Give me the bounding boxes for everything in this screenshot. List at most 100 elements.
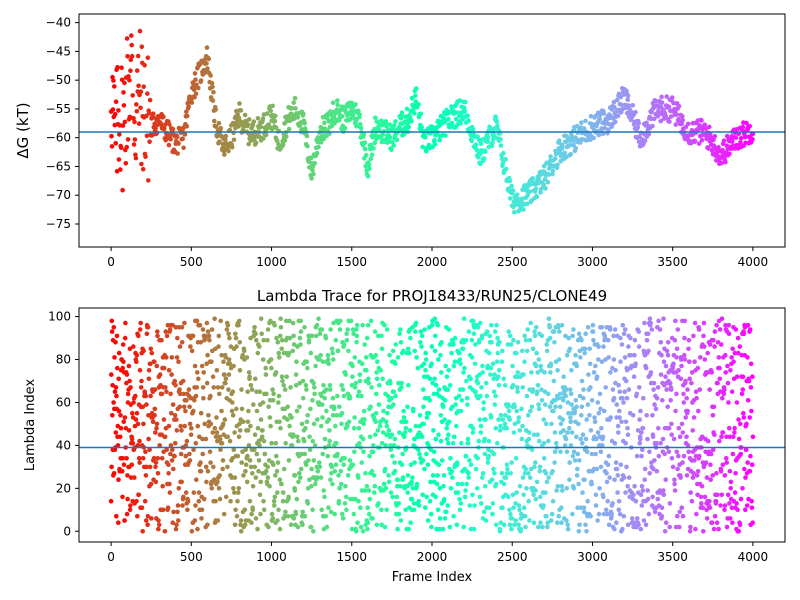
data-point (459, 440, 464, 446)
data-point (535, 432, 540, 438)
data-point (514, 374, 520, 380)
data-point (420, 492, 426, 498)
data-point (462, 109, 468, 114)
data-point (401, 348, 406, 354)
data-point (462, 494, 468, 500)
lambda-y-axis-label: Lambda Index (23, 379, 38, 472)
data-point (350, 462, 356, 468)
data-point (441, 473, 447, 478)
data-point (282, 387, 288, 392)
data-point (513, 518, 519, 523)
data-point (283, 440, 289, 446)
data-point (409, 95, 415, 101)
data-point (198, 410, 204, 416)
data-point (664, 387, 669, 392)
data-point (634, 453, 640, 459)
data-point (437, 516, 443, 521)
data-point (551, 408, 556, 414)
data-point (595, 400, 601, 405)
data-point (405, 490, 411, 495)
data-point (196, 490, 202, 495)
data-point (176, 141, 181, 146)
data-point (560, 143, 565, 149)
data-point (506, 329, 512, 334)
data-point (161, 365, 167, 371)
data-point (220, 458, 226, 463)
data-point (507, 196, 513, 201)
data-point (362, 146, 368, 152)
data-point (375, 359, 380, 365)
data-point (601, 408, 607, 414)
data-point (349, 526, 355, 532)
data-point (393, 342, 399, 347)
data-point (285, 404, 291, 410)
data-point (435, 507, 441, 513)
data-point (699, 118, 704, 123)
data-point (227, 361, 233, 367)
data-point (113, 99, 119, 104)
data-point (136, 83, 141, 89)
data-point (728, 479, 734, 485)
data-point (696, 141, 702, 146)
data-point (369, 385, 374, 390)
data-point (344, 331, 350, 337)
data-point (593, 451, 598, 457)
data-point (652, 116, 657, 122)
data-point (583, 331, 588, 337)
data-point (590, 329, 596, 334)
data-point (383, 486, 389, 491)
data-point (741, 410, 746, 416)
data-point (428, 511, 434, 517)
data-point (172, 378, 178, 384)
data-point (494, 359, 500, 365)
data-point (658, 118, 663, 124)
data-point (226, 148, 231, 154)
data-point (367, 166, 372, 171)
data-point (635, 125, 641, 130)
data-point (701, 529, 706, 534)
data-point (124, 372, 130, 377)
data-point (725, 492, 731, 498)
data-point (140, 166, 146, 172)
dg-y-ticks: −75−70−65−60−55−50−45−40 (46, 16, 79, 231)
data-point (435, 473, 440, 478)
data-point (483, 149, 488, 154)
data-point (188, 395, 194, 401)
data-point (473, 142, 479, 147)
data-point (583, 436, 589, 442)
data-point (447, 383, 453, 388)
data-point (345, 423, 350, 429)
data-point (228, 344, 234, 349)
data-point (237, 318, 242, 324)
data-point (567, 387, 573, 392)
data-point (137, 460, 142, 465)
data-point (574, 473, 580, 478)
data-point (239, 460, 244, 465)
data-point (674, 346, 680, 352)
data-point (123, 161, 129, 166)
data-point (339, 511, 345, 517)
data-point (305, 365, 310, 371)
data-point (376, 402, 382, 407)
data-point (704, 516, 710, 521)
data-point (308, 406, 313, 412)
data-point (520, 423, 525, 429)
data-point (122, 415, 128, 420)
data-point (732, 490, 738, 495)
data-point (422, 327, 428, 332)
data-point (725, 380, 731, 386)
data-point (609, 511, 614, 517)
data-point (386, 428, 392, 433)
data-point (637, 440, 643, 446)
data-point (601, 111, 607, 116)
data-point (430, 473, 436, 478)
data-point (367, 453, 372, 459)
data-point (334, 413, 339, 418)
data-point (148, 481, 154, 487)
data-point (188, 344, 193, 349)
data-point (707, 132, 713, 137)
data-point (642, 477, 647, 483)
data-point (463, 453, 469, 459)
data-point (143, 449, 148, 455)
data-point (255, 350, 261, 356)
